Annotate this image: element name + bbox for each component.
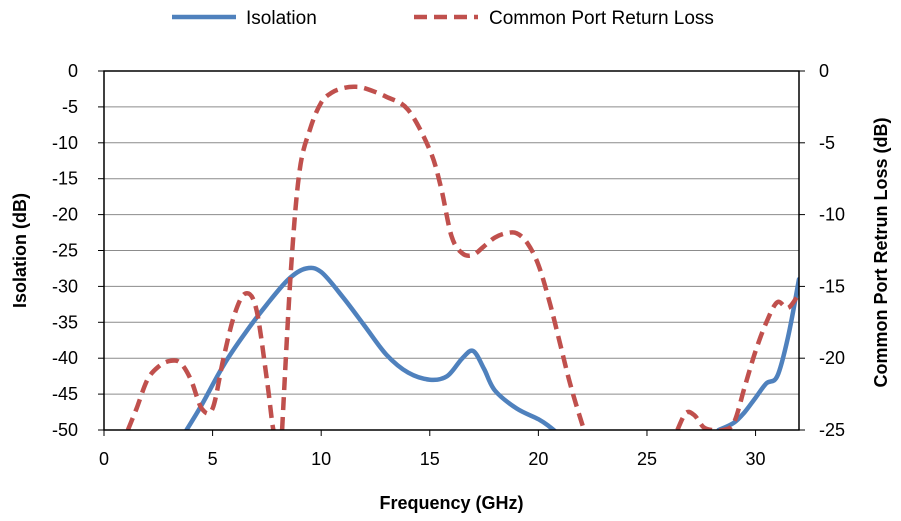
left-axis-ticks: 0 -5 -10 -15 -20 -25 -30 -35 -40 -45 -50 <box>52 61 104 440</box>
left-tick-label: -35 <box>52 312 78 332</box>
x-axis-title: Frequency (GHz) <box>379 493 523 513</box>
legend: Isolation Common Port Return Loss <box>172 8 714 29</box>
left-tick-label: -45 <box>52 384 78 404</box>
x-tick-label: 30 <box>746 449 766 469</box>
left-y-axis-title: Isolation (dB) <box>10 193 30 308</box>
right-tick-label: 0 <box>819 61 829 81</box>
legend-label: Isolation <box>246 8 317 29</box>
right-tick-label: -15 <box>819 276 845 296</box>
left-tick-label: -50 <box>52 420 78 440</box>
right-axis-ticks: 0 -5 -10 -15 -20 -25 <box>799 61 845 440</box>
x-tick-label: 0 <box>99 449 109 469</box>
isolation-series-line <box>184 265 558 430</box>
return-loss-series-line <box>125 291 281 430</box>
gridlines <box>104 70 799 431</box>
left-tick-label: -20 <box>52 205 78 225</box>
return-loss-series-line <box>279 84 587 430</box>
isolation-series-line <box>716 276 799 430</box>
legend-label: Common Port Return Loss <box>489 8 714 29</box>
x-tick-label: 25 <box>637 449 657 469</box>
right-tick-label: -5 <box>819 133 835 153</box>
left-tick-label: -15 <box>52 169 78 189</box>
left-tick-label: -40 <box>52 348 78 368</box>
left-tick-label: -5 <box>62 97 78 117</box>
right-tick-label: -10 <box>819 205 845 225</box>
series-layer <box>125 84 799 430</box>
left-tick-label: -10 <box>52 133 78 153</box>
right-y-axis-title: Common Port Retrun Loss (dB) <box>871 118 891 388</box>
right-tick-label: -25 <box>819 420 845 440</box>
x-axis-ticks: 0 5 10 15 20 25 30 <box>99 430 766 469</box>
left-tick-label: 0 <box>68 61 78 81</box>
x-tick-label: 15 <box>420 449 440 469</box>
x-tick-label: 5 <box>208 449 218 469</box>
x-tick-label: 20 <box>528 449 548 469</box>
x-tick-label: 10 <box>311 449 331 469</box>
left-tick-label: -25 <box>52 241 78 261</box>
right-tick-label: -20 <box>819 348 845 368</box>
return-loss-series-line <box>675 292 799 430</box>
left-tick-label: -30 <box>52 276 78 296</box>
